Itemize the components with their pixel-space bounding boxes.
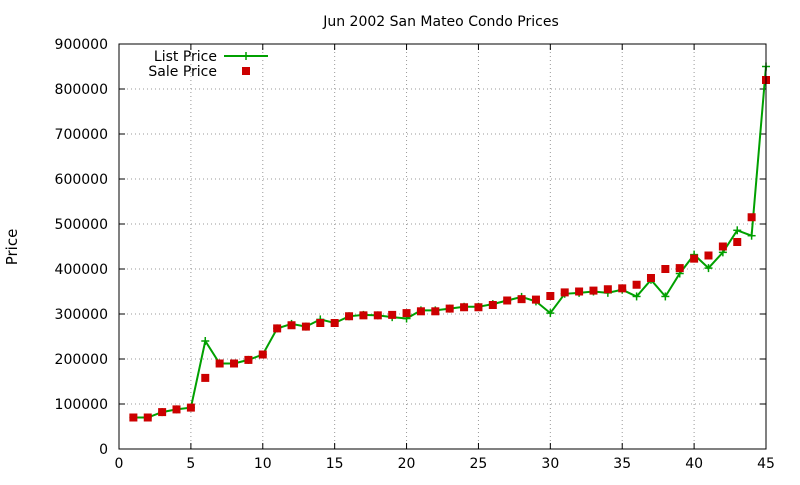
- sale-price-point: [675, 264, 684, 273]
- y-tick-label: 500000: [55, 217, 108, 233]
- axis-ticks: [118, 43, 767, 450]
- sale-price-point: [244, 355, 253, 364]
- sale-price-point: [531, 295, 540, 304]
- sale-price-point: [503, 296, 512, 305]
- y-tick-label: 700000: [55, 127, 108, 143]
- sale-price-point: [402, 309, 411, 318]
- legend: List Price Sale Price: [148, 49, 268, 80]
- plot-frame: [118, 43, 767, 450]
- x-tick-label: 40: [685, 456, 703, 472]
- chart-title: Jun 2002 San Mateo Condo Prices: [322, 14, 559, 30]
- sale-price-point: [201, 373, 210, 382]
- y-tick-label: 900000: [55, 37, 108, 53]
- x-tick-label: 20: [398, 456, 416, 472]
- sale-price-point: [158, 408, 167, 417]
- y-tick-label: 600000: [55, 172, 108, 188]
- y-tick-label: 200000: [55, 352, 108, 368]
- list-price-point: [733, 226, 742, 235]
- sale-price-point: [733, 238, 742, 246]
- y-tick-label: 400000: [55, 262, 108, 278]
- sale-price-point: [618, 284, 627, 293]
- list-price-point: [201, 337, 210, 345]
- legend-marker-sale-price: [242, 67, 250, 75]
- list-price-point: [546, 309, 555, 318]
- sale-price-point: [230, 359, 239, 368]
- sale-price-point: [273, 324, 282, 333]
- y-tick-label: 100000: [55, 397, 108, 413]
- list-price-point: [632, 292, 641, 301]
- sale-price-point: [445, 304, 454, 313]
- sale-price-point: [373, 311, 382, 320]
- y-tick-label: 800000: [55, 82, 108, 98]
- sale-price-point: [172, 405, 181, 414]
- sale-price-point: [474, 303, 483, 312]
- sale-price-point: [359, 311, 368, 320]
- x-tick-labels: 0 5 10 15 20 25 30 35 40 45: [115, 456, 775, 472]
- y-tick-label: 0: [99, 442, 108, 458]
- legend-label-sale-price: Sale Price: [148, 64, 217, 80]
- sale-price-point: [431, 307, 440, 316]
- sale-price-point: [646, 274, 655, 282]
- list-price-point: [661, 292, 670, 301]
- sale-price-point: [546, 292, 555, 300]
- x-tick-label: 5: [186, 456, 195, 472]
- sale-price-point: [129, 413, 138, 422]
- sale-price-point: [632, 280, 641, 289]
- list-price-point: [704, 264, 713, 273]
- sale-price-point: [388, 310, 397, 319]
- sale-price-point: [517, 295, 526, 304]
- x-tick-label: 30: [541, 456, 559, 472]
- sale-price-point: [345, 312, 354, 321]
- sale-price-point: [560, 288, 569, 297]
- sale-price-point: [287, 321, 296, 330]
- sale-price-point: [661, 265, 670, 273]
- x-tick-label: 45: [757, 456, 775, 472]
- x-tick-label: 10: [254, 456, 272, 472]
- sale-price-point: [330, 319, 339, 327]
- y-tick-labels: 0 100000 200000 300000 400000 500000 600000 700…: [55, 37, 108, 458]
- legend-label-list-price: List Price: [154, 49, 217, 65]
- x-tick-label: 0: [115, 456, 124, 472]
- sale-price-point: [488, 301, 497, 309]
- x-tick-label: 35: [613, 456, 631, 472]
- legend-cross: [242, 52, 250, 60]
- sale-price-point: [186, 403, 195, 412]
- sale-price-point: [460, 303, 469, 312]
- sale-price-point: [690, 254, 699, 263]
- grid: [119, 44, 766, 449]
- sale-price-point: [704, 251, 713, 260]
- series: [129, 62, 770, 422]
- y-tick-label: 300000: [55, 307, 108, 323]
- list-price-line: [133, 66, 767, 419]
- sale-price-point: [747, 213, 756, 222]
- sale-price-point: [603, 285, 612, 294]
- list-price-point: [747, 231, 756, 240]
- legend-marker-list-price: [242, 52, 250, 60]
- sale-price-point: [589, 286, 598, 295]
- sale-price-point: [316, 319, 325, 327]
- sale-price-point: [258, 350, 267, 359]
- sale-price-point: [416, 307, 425, 316]
- sale-price-point: [143, 413, 152, 422]
- sale-price-point: [718, 242, 727, 251]
- sale-price-point: [575, 287, 584, 296]
- sale-price-point: [301, 322, 310, 331]
- y-axis-label: Price: [3, 229, 21, 266]
- x-tick-label: 15: [326, 456, 344, 472]
- sale-price-point: [215, 359, 224, 368]
- x-tick-label: 25: [470, 456, 488, 472]
